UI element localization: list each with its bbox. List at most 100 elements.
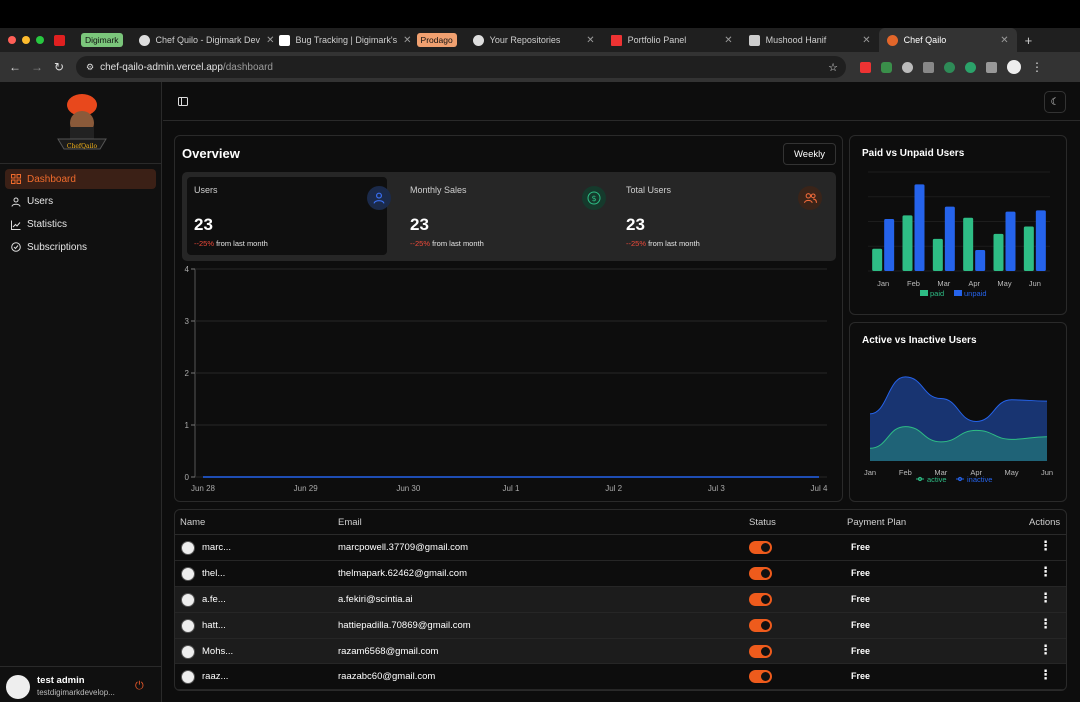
url-field[interactable]: ⚙ chef-qailo-admin.vercel.app/dashboard … <box>76 56 846 78</box>
bar-paid-feb[interactable] <box>902 215 913 271</box>
bar-unpaid-may[interactable] <box>1005 211 1016 271</box>
row-actions-menu-icon[interactable]: ⋮ <box>1039 589 1052 605</box>
row-email: hattiepadilla.70869@gmail.com <box>338 619 471 631</box>
table-row[interactable]: thel... thelmapark.62462@gmail.com Free ⋮ <box>175 561 1066 587</box>
bar-paid-jun[interactable] <box>1023 226 1034 271</box>
x-tick-label: May <box>997 279 1011 288</box>
chatgpt-extension-icon[interactable] <box>965 61 976 73</box>
close-tab-icon[interactable]: ✕ <box>586 34 595 46</box>
legend-label-inactive: inactive <box>967 475 992 484</box>
x-tick-label: Jun <box>1041 468 1053 477</box>
sidebar-item-dashboard[interactable]: Dashboard <box>5 169 156 189</box>
bar-paid-apr[interactable] <box>963 217 974 271</box>
period-select-button[interactable]: Weekly <box>783 143 836 165</box>
column-header-email[interactable]: Email <box>338 517 362 528</box>
sidebar-item-subscriptions[interactable]: Subscriptions <box>5 237 156 257</box>
browser-menu-icon[interactable]: ⋮ <box>1031 59 1043 74</box>
close-window-button[interactable] <box>8 36 16 44</box>
close-tab-icon[interactable]: ✕ <box>1000 34 1009 46</box>
youtube-icon[interactable] <box>54 34 65 46</box>
y-tick-label: 4 <box>185 265 190 274</box>
new-tab-button[interactable]: + <box>1024 32 1033 48</box>
column-header-status[interactable]: Status <box>749 517 776 528</box>
reload-icon[interactable]: ↻ <box>53 60 65 74</box>
clickup-icon <box>278 34 290 46</box>
sidebar-item-label: Subscriptions <box>27 241 88 253</box>
bar-unpaid-mar[interactable] <box>944 206 955 271</box>
paid-vs-unpaid-bar-chart: Jan Feb Mar Apr May Jun paid unpaid <box>868 171 1050 298</box>
row-actions-menu-icon[interactable]: ⋮ <box>1039 563 1052 579</box>
active-vs-inactive-title: Active vs Inactive Users <box>862 335 977 346</box>
sidebar-item-users[interactable]: Users <box>5 192 156 212</box>
bar-unpaid-jun[interactable] <box>1035 210 1046 271</box>
bar-unpaid-jan[interactable] <box>884 219 895 271</box>
status-toggle[interactable] <box>749 644 772 658</box>
status-toggle[interactable] <box>749 670 772 684</box>
close-tab-icon[interactable]: ✕ <box>724 34 733 46</box>
user-avatar[interactable] <box>6 675 30 699</box>
theme-toggle-button[interactable]: ☾ <box>1044 91 1066 113</box>
bar-unpaid-feb[interactable] <box>914 184 925 271</box>
tab-mushood-hanif[interactable]: Mushood Hanif ✕ <box>741 28 879 52</box>
close-tab-icon[interactable]: ✕ <box>266 34 275 46</box>
profile-avatar[interactable] <box>1007 60 1021 74</box>
bookmark-star-icon[interactable]: ☆ <box>828 61 838 74</box>
bar-paid-jan[interactable] <box>872 248 883 271</box>
chef-qailo-icon <box>886 34 898 46</box>
puzzle-icon[interactable] <box>986 61 997 73</box>
forward-icon[interactable]: → <box>31 60 43 74</box>
gmail-extension-icon[interactable] <box>860 61 871 73</box>
back-icon[interactable]: ← <box>9 60 21 74</box>
column-header-name[interactable]: Name <box>180 517 206 528</box>
status-toggle[interactable] <box>749 541 772 554</box>
bar-paid-mar[interactable] <box>932 238 943 271</box>
circle-extension-icon[interactable] <box>902 61 913 73</box>
logout-icon[interactable]: ⏻ <box>135 680 144 692</box>
tab-bug-tracking[interactable]: Bug Tracking | Digimark's ✕ <box>271 28 412 52</box>
table-row[interactable]: Mohs... razam6568@gmail.com Free ⋮ <box>175 638 1066 665</box>
bar-paid-may[interactable] <box>993 233 1004 271</box>
active-vs-inactive-area-chart: Jan Feb Mar Apr May Jun active inactive <box>864 376 1053 484</box>
tab-digimark-group[interactable]: Digimark <box>73 28 131 52</box>
table-row[interactable]: marc... marcpowell.37709@gmail.com Free ⋮ <box>175 535 1066 561</box>
bar-chart-legend: paid unpaid <box>920 289 987 298</box>
tab-portfolio-panel[interactable]: Portfolio Panel ✕ <box>603 28 741 52</box>
stats-row: Users 23 --25% from last month Monthly S… <box>182 172 836 261</box>
minimize-window-button[interactable] <box>22 36 30 44</box>
toggle-sidebar-icon[interactable] <box>178 97 188 106</box>
table-row[interactable]: a.fe... a.fekiri@scintia.ai Free ⋮ <box>175 586 1066 613</box>
row-actions-menu-icon[interactable]: ⋮ <box>1039 538 1052 553</box>
tab-chef-quilo-dev[interactable]: Chef Quilo - Digimark Dev ✕ <box>131 28 275 52</box>
row-avatar <box>181 618 195 633</box>
row-actions-menu-icon[interactable]: ⋮ <box>1039 667 1052 683</box>
y-tick-label: 2 <box>185 369 190 378</box>
user-email: testdigimarkdevelop... <box>37 688 115 697</box>
x-tick-label: Jun 28 <box>191 484 216 493</box>
tab-your-repositories[interactable]: Your Repositories ✕ <box>465 28 603 52</box>
gear-extension-icon[interactable] <box>944 61 955 73</box>
tab-prodago-group[interactable]: Prodago <box>409 28 465 52</box>
close-tab-icon[interactable]: ✕ <box>403 34 412 46</box>
row-email: thelmapark.62462@gmail.com <box>338 567 467 579</box>
status-toggle[interactable] <box>749 618 772 632</box>
site-info-icon[interactable]: ⚙ <box>86 61 95 72</box>
column-header-payment-plan[interactable]: Payment Plan <box>847 517 907 528</box>
status-toggle[interactable] <box>749 566 772 580</box>
sidebar-item-statistics[interactable]: Statistics <box>5 215 156 235</box>
stat-total-users: Total Users 23 --25% from last month <box>619 177 822 255</box>
row-actions-menu-icon[interactable]: ⋮ <box>1039 641 1052 657</box>
row-actions-menu-icon[interactable]: ⋮ <box>1039 615 1052 631</box>
x-tick-label: Feb <box>907 279 920 288</box>
status-toggle[interactable] <box>749 592 772 606</box>
area-chart-legend: active inactive <box>916 475 992 484</box>
tab-chef-qailo[interactable]: Chef Qailo ✕ <box>878 28 1017 52</box>
close-tab-icon[interactable]: ✕ <box>862 34 871 46</box>
users-icon <box>798 186 822 210</box>
code-extension-icon[interactable] <box>923 61 934 73</box>
table-row[interactable]: raaz... raazabc60@gmail.com Free ⋮ <box>175 664 1066 690</box>
table-row[interactable]: hatt... hattiepadilla.70869@gmail.com Free… <box>175 612 1066 639</box>
table-body: marc... marcpowell.37709@gmail.com Free ⋮ th… <box>175 535 1066 690</box>
maximize-window-button[interactable] <box>36 36 44 44</box>
bar-unpaid-apr[interactable] <box>975 249 986 271</box>
shield-extension-icon[interactable] <box>881 61 892 73</box>
